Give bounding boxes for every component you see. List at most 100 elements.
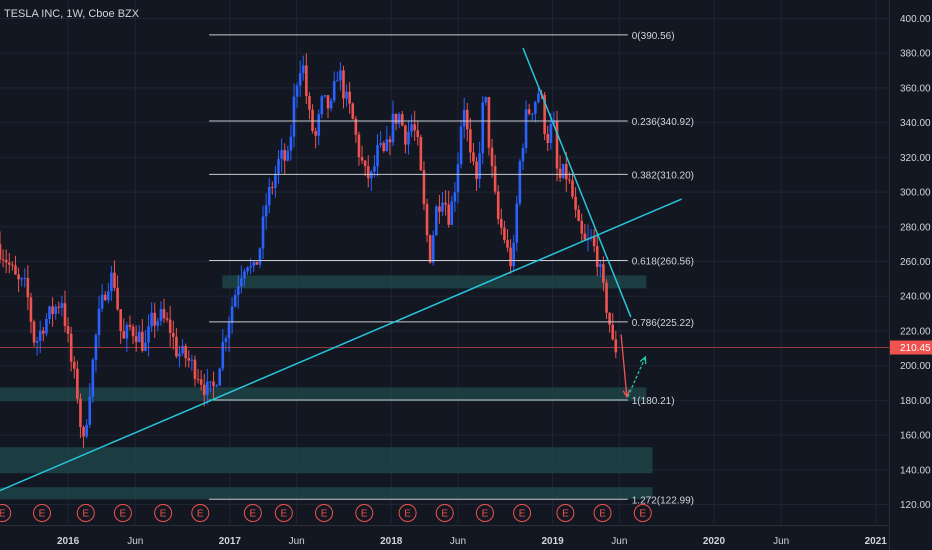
candle-body	[518, 161, 522, 204]
candle-body	[462, 109, 466, 127]
candle-body	[110, 272, 113, 292]
candle-body	[379, 143, 382, 145]
earnings-marker-label: E	[639, 509, 646, 520]
candle-body	[370, 171, 373, 179]
candle-body	[190, 359, 194, 361]
arrow-shaft	[627, 356, 647, 398]
candle	[57, 301, 61, 314]
candle	[280, 138, 283, 173]
time-tick-label: Jun	[127, 536, 143, 547]
candle-body	[236, 286, 240, 295]
candle	[301, 55, 305, 81]
arrow-shaft	[620, 334, 628, 397]
candle-body	[4, 259, 8, 263]
candle-body	[218, 368, 222, 386]
candle-body	[271, 187, 274, 189]
earnings-marker-label: E	[280, 509, 287, 520]
candle-body	[493, 166, 497, 192]
candle-body	[60, 303, 64, 308]
support-zone	[222, 275, 647, 289]
candle	[314, 127, 317, 149]
candle	[175, 327, 178, 359]
candle	[583, 224, 587, 241]
candle-body	[224, 338, 228, 343]
candle-body	[583, 233, 587, 240]
candle-body	[184, 345, 187, 359]
candle	[376, 134, 379, 177]
candle	[351, 102, 355, 120]
time-tick-label: 2017	[219, 536, 242, 547]
earnings-marker-label: E	[404, 509, 411, 520]
candle-body	[42, 330, 45, 334]
candle	[60, 295, 64, 317]
candle	[490, 138, 494, 178]
candle-body	[500, 219, 503, 228]
candle-body	[475, 161, 478, 179]
candle	[153, 302, 157, 339]
candle-body	[181, 345, 184, 354]
candle	[363, 159, 367, 176]
candle	[602, 256, 605, 292]
candle-body	[527, 109, 531, 114]
candle	[530, 112, 534, 121]
earnings-marker-circle	[0, 504, 12, 522]
candle-body	[63, 303, 67, 327]
candle	[537, 87, 540, 104]
candle-body	[147, 326, 150, 343]
candle	[577, 205, 580, 222]
time-tick-label: 2016	[57, 536, 80, 547]
candle-body	[459, 126, 463, 165]
candle	[271, 181, 274, 195]
candle	[243, 268, 246, 287]
candle-body	[107, 291, 110, 301]
candle	[339, 62, 342, 91]
candle	[227, 316, 231, 352]
earnings-marker: E	[32, 504, 51, 522]
candle-body	[277, 158, 280, 174]
candle-body	[51, 306, 54, 314]
candle-body	[404, 125, 407, 145]
candle	[568, 171, 571, 184]
time-axis-background	[0, 525, 889, 550]
candle	[407, 120, 410, 155]
candle-body	[113, 272, 116, 288]
candle-body	[103, 294, 107, 301]
fib-retracement: 0(390.56) 0.236(340.92) 0.382(310.20) 0.618…	[209, 31, 694, 506]
earnings-marker-circle	[154, 504, 173, 522]
candle-body	[605, 282, 608, 313]
candle	[450, 195, 454, 226]
candle-body	[1, 259, 5, 261]
grid	[0, 0, 889, 525]
candle	[416, 120, 420, 146]
candle-body	[413, 124, 416, 131]
last-price-badge	[890, 340, 932, 355]
earnings-marker-circle	[633, 504, 652, 522]
candle	[357, 131, 361, 166]
candle-body	[444, 202, 447, 205]
earnings-marker-circle	[113, 504, 132, 522]
candle-body	[153, 312, 157, 326]
candle	[29, 292, 33, 334]
candle	[79, 393, 82, 439]
time-tick-label: 2020	[703, 536, 726, 547]
earnings-marker-circle	[435, 504, 454, 522]
candle	[264, 193, 268, 230]
candle-body	[85, 424, 88, 437]
candle	[103, 291, 107, 302]
candle-body	[512, 242, 515, 267]
candle	[453, 181, 457, 213]
candle-body	[199, 379, 203, 385]
candle-body	[534, 102, 537, 114]
candle	[35, 336, 39, 356]
earnings-marker: E	[274, 504, 293, 522]
candle	[193, 355, 197, 387]
candle-body	[431, 235, 435, 263]
candle	[524, 100, 528, 154]
arrow-head	[639, 355, 647, 364]
candle	[168, 305, 172, 347]
candle	[85, 419, 88, 439]
candle-body	[487, 97, 491, 148]
candle	[546, 125, 550, 152]
